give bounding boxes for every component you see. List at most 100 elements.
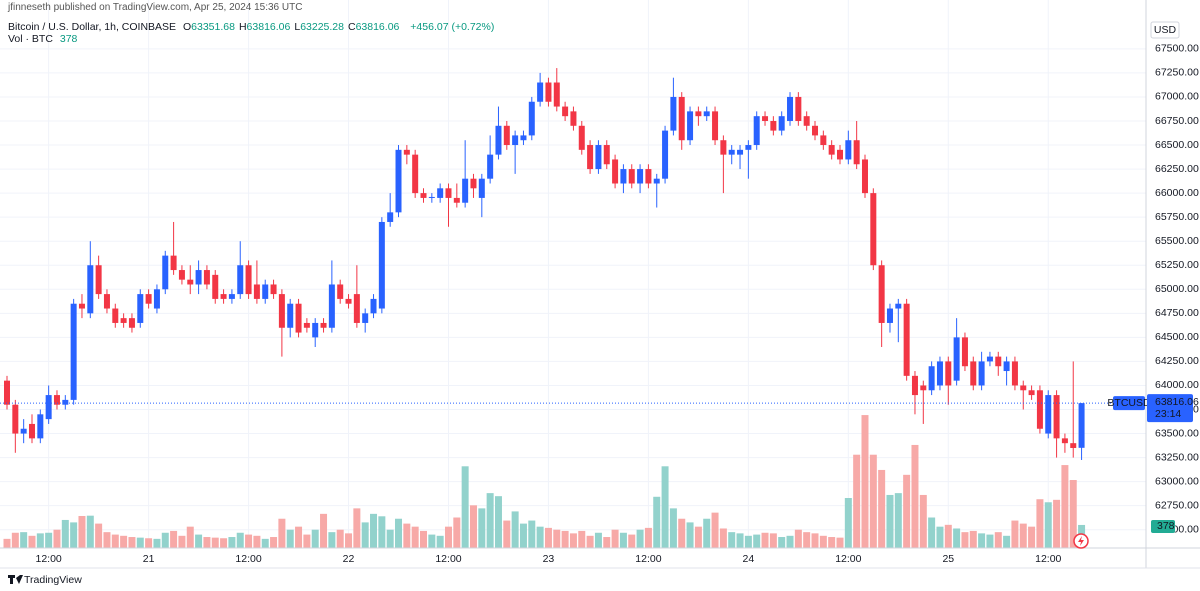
price-badge-value: 63816.06 — [1155, 396, 1199, 408]
volume-bar — [295, 526, 303, 548]
candle-body — [228, 294, 235, 299]
candle-body — [387, 212, 394, 222]
volume-bar — [286, 529, 294, 548]
candle-body — [1011, 361, 1018, 386]
candle-body — [562, 106, 569, 117]
volume-bar — [461, 466, 469, 548]
volume-bar — [844, 498, 852, 548]
candle-body — [528, 101, 535, 136]
volume-bar — [794, 529, 802, 548]
volume-bar — [661, 466, 669, 548]
candle-body — [103, 294, 110, 309]
ohlc-value: 63816.06 — [246, 21, 291, 33]
currency-label: USD — [1154, 24, 1177, 36]
candle-body — [670, 96, 677, 131]
price-badge-countdown: 23:14 — [1155, 408, 1181, 420]
volume-bar — [619, 532, 627, 548]
volume-bar — [678, 518, 686, 548]
candle-body — [928, 366, 935, 391]
y-tick-label: 66250.00 — [1155, 163, 1199, 175]
candle-body — [978, 361, 985, 386]
candle-body — [53, 395, 60, 405]
candle-body — [545, 82, 552, 102]
volume-bar — [736, 533, 744, 548]
candle-body — [1028, 390, 1035, 396]
candle-body — [45, 395, 52, 420]
candle-body — [320, 322, 327, 328]
x-tick-label: 12:00 — [235, 553, 261, 565]
volume-bar — [886, 494, 894, 548]
volume-bar — [253, 535, 261, 548]
candle-body — [803, 116, 810, 126]
volume-bar — [411, 526, 419, 548]
y-tick-label: 65500.00 — [1155, 235, 1199, 247]
volume-bar — [1069, 480, 1077, 548]
volume-bar — [45, 532, 53, 548]
candle-body — [262, 284, 269, 299]
candle-body — [487, 154, 494, 179]
volume-bar — [944, 524, 952, 548]
volume-bar — [628, 534, 636, 548]
ohlc-value: 63225.28 — [300, 21, 344, 33]
candle-body — [495, 125, 502, 155]
candle-body — [395, 149, 402, 213]
candle-body — [787, 96, 794, 121]
volume-bar — [278, 518, 286, 548]
candle-body — [1045, 395, 1052, 434]
x-tick-label: 21 — [143, 553, 155, 565]
candle-body — [12, 404, 19, 434]
volume-bar — [428, 534, 436, 548]
candle-body — [278, 294, 285, 328]
volume-bar — [903, 474, 911, 548]
ohlc-value: 63351.68 — [191, 21, 235, 33]
volume-bar — [320, 513, 328, 548]
volume-bar — [195, 534, 203, 548]
volume-bar — [611, 529, 619, 548]
y-tick-label: 67000.00 — [1155, 91, 1199, 103]
volume-bar — [819, 535, 827, 548]
volume-bar — [644, 527, 652, 548]
volume-bar — [686, 522, 694, 548]
volume-bar — [869, 454, 877, 548]
volume-bar — [694, 526, 702, 548]
volume-bar — [786, 535, 794, 548]
volume-bar — [919, 494, 927, 548]
alert-icon-bolt — [1078, 536, 1084, 546]
candle-body — [195, 270, 202, 285]
volume-bar — [744, 535, 752, 548]
volume-bar — [536, 526, 544, 548]
candle-body — [945, 361, 952, 386]
candle-body — [537, 82, 544, 102]
candle-body — [328, 284, 335, 328]
ohlc: O63351.68 H63816.06 L63225.28 C63816.06 — [183, 21, 403, 33]
volume-bar — [719, 528, 727, 548]
volume-bar — [1061, 465, 1069, 548]
y-tick-label: 63000.00 — [1155, 475, 1199, 487]
candle-body — [512, 135, 519, 146]
candle-body — [153, 289, 160, 309]
volume-bar — [370, 513, 378, 548]
y-tick-label: 65750.00 — [1155, 211, 1199, 223]
volume-bar — [803, 532, 811, 548]
volume-bar — [969, 530, 977, 548]
brand-logo — [8, 575, 23, 584]
volume-bar — [186, 526, 194, 548]
volume-bar — [978, 533, 986, 548]
y-tick-label: 65000.00 — [1155, 283, 1199, 295]
x-tick-label: 23 — [543, 553, 555, 565]
candle-body — [578, 125, 585, 150]
volume-bar — [994, 532, 1002, 548]
volume-legend: Vol · BTC 378 — [8, 33, 81, 45]
y-tick-label: 67250.00 — [1155, 67, 1199, 79]
candle-body — [1078, 403, 1085, 448]
candle-body — [637, 169, 644, 184]
candle-body — [853, 140, 860, 165]
candle-body — [170, 255, 177, 271]
y-tick-label: 64750.00 — [1155, 307, 1199, 319]
candle-body — [345, 298, 352, 304]
candle-body — [870, 193, 877, 266]
candle-body — [645, 169, 652, 184]
volume-bar — [270, 537, 278, 548]
candle-body — [470, 178, 477, 189]
x-tick-label: 12:00 — [36, 553, 62, 565]
